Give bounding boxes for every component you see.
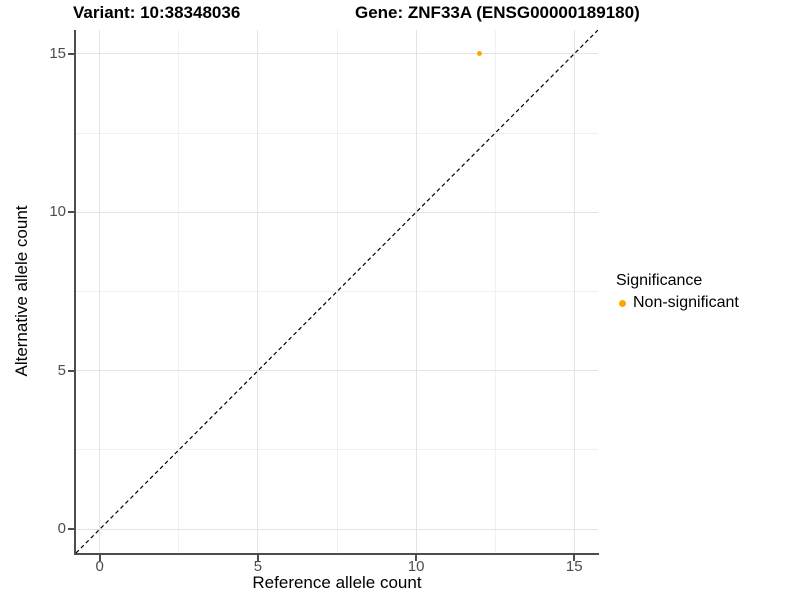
y-tick-label: 15 — [49, 44, 66, 62]
legend-entry-label: Non-significant — [633, 294, 739, 311]
major-gridline-x — [573, 30, 575, 553]
plot-panel — [76, 30, 598, 553]
legend-title: Significance — [616, 272, 703, 289]
legend-key-dot — [619, 299, 626, 307]
x-axis-tick — [415, 555, 418, 561]
x-tick-label: 10 — [407, 558, 425, 575]
major-gridline-x — [99, 30, 101, 553]
y-axis-line — [74, 30, 76, 555]
major-gridline-y — [76, 53, 598, 55]
major-gridline-x — [257, 30, 259, 553]
minor-gridline-y — [76, 291, 598, 292]
gene-title: Gene: ZNF33A (ENSG00000189180) — [355, 3, 640, 22]
y-tick-label: 0 — [57, 520, 66, 538]
x-axis-tick — [573, 555, 576, 561]
legend-entry: Non-significant — [616, 294, 739, 312]
y-axis-tick — [68, 52, 74, 55]
major-gridline-x — [415, 30, 417, 553]
major-gridline-y — [76, 528, 598, 530]
minor-gridline-y — [76, 449, 598, 451]
data-point — [476, 51, 482, 57]
major-gridline-y — [76, 211, 598, 213]
y-axis-tick — [68, 528, 74, 531]
legend: Significance Non-significant — [616, 272, 739, 312]
x-tick-label: 5 — [253, 558, 263, 575]
x-axis-tick — [98, 555, 101, 561]
x-tick-label: 0 — [95, 558, 104, 575]
y-tick-label: 5 — [57, 361, 66, 379]
y-axis-label: Alternative allele count — [12, 205, 31, 377]
y-axis-tick — [68, 369, 74, 372]
variant-title: Variant: 10:38348036 — [73, 3, 241, 22]
x-tick-label: 15 — [565, 558, 583, 575]
x-axis-line — [74, 553, 599, 555]
x-axis-label: Reference allele count — [252, 573, 422, 592]
y-tick-label: 10 — [49, 203, 66, 221]
major-gridline-y — [76, 370, 598, 372]
y-axis-tick — [68, 211, 74, 214]
x-axis-tick — [256, 555, 259, 561]
minor-gridline-y — [76, 132, 598, 134]
legend-entries: Non-significant — [616, 294, 739, 312]
